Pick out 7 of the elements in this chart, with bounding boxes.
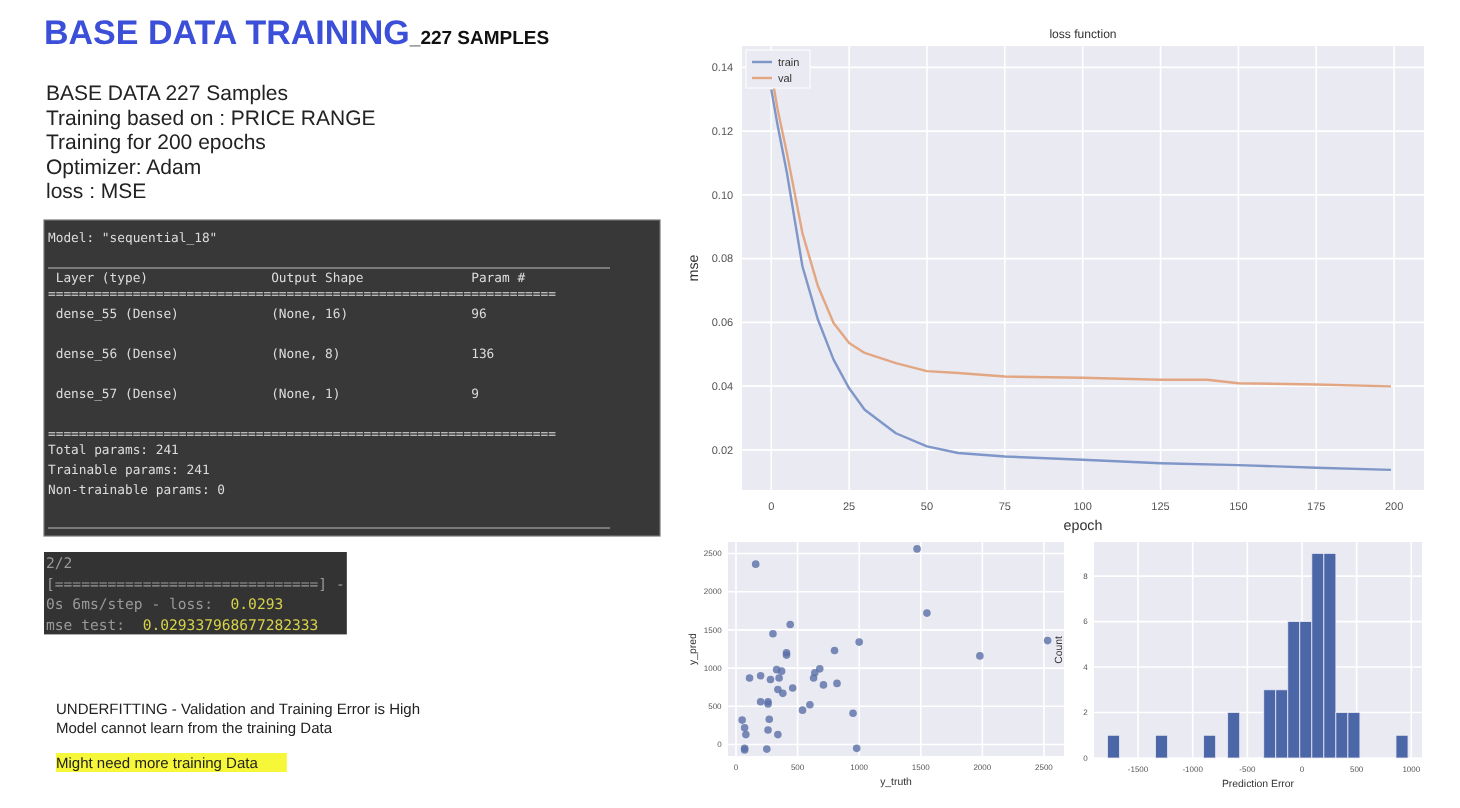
text: BASE DATA TRAINING [44,14,410,52]
text: _227 SAMPLES [407,28,550,50]
text: Training based on : PRICE RANGE [46,106,376,131]
text: BASE DATA 227 Samples [46,82,289,106]
text: loss : MSE [46,180,147,205]
text: Training for 200 epochs [46,131,266,156]
text: Optimizer: Adam [46,155,202,180]
